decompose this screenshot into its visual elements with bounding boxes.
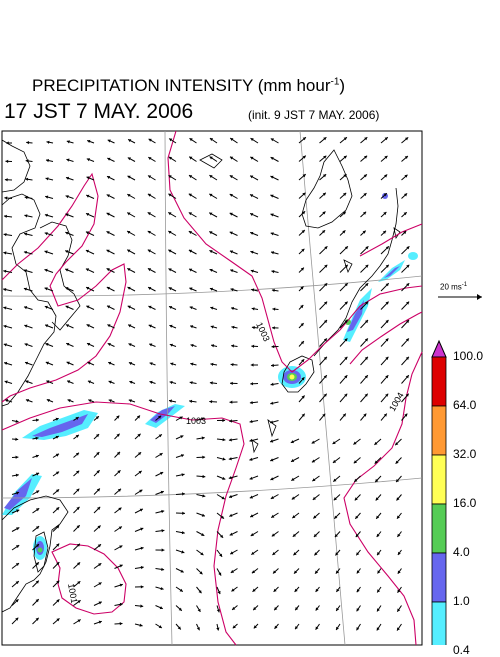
- colorbar-swatch: [432, 406, 446, 455]
- colorbar-swatch: [432, 357, 446, 406]
- colorbar-top-arrow: [432, 341, 446, 357]
- isobar-label: 1003: [186, 416, 206, 426]
- chart-title: PRECIPITATION INTENSITY (mm hour-1): [32, 76, 345, 96]
- colorbar-swatch: [432, 602, 446, 645]
- colorbar-tick-label: 1.0: [453, 594, 470, 608]
- reference-arrow-icon: [436, 292, 486, 302]
- colorbar-swatch: [432, 504, 446, 553]
- colorbar-tick-label: 32.0: [453, 447, 476, 461]
- map-frame: [2, 131, 422, 645]
- valid-time: 17 JST 7 MAY. 2006: [4, 100, 193, 124]
- colorbar-tick-label: 4.0: [453, 545, 470, 559]
- title-text: PRECIPITATION INTENSITY (mm hour: [32, 76, 330, 95]
- init-time: (init. 9 JST 7 MAY. 2006): [248, 108, 379, 122]
- precip-cell-front-yellow: [290, 375, 295, 380]
- colorbar-swatch: [432, 455, 446, 504]
- colorbar-swatches: [428, 335, 454, 645]
- colorbar-tick-label: 16.0: [453, 496, 476, 510]
- title-close: ): [339, 76, 345, 95]
- ref-exponent: -1: [462, 282, 467, 288]
- colorbar-swatch: [432, 553, 446, 602]
- colorbar-tick-label: 100.0: [453, 349, 483, 363]
- colorbar-tick-label: 64.0: [453, 398, 476, 412]
- colorbar-tick-label: 0.4: [453, 643, 470, 657]
- reference-vector: 20 ms-1: [432, 278, 492, 308]
- ref-unit: 20 ms: [440, 283, 462, 292]
- precip-spot-south-green: [38, 548, 43, 553]
- reference-vector-label: 20 ms-1: [440, 282, 467, 292]
- precip-ne-spot: [408, 252, 418, 260]
